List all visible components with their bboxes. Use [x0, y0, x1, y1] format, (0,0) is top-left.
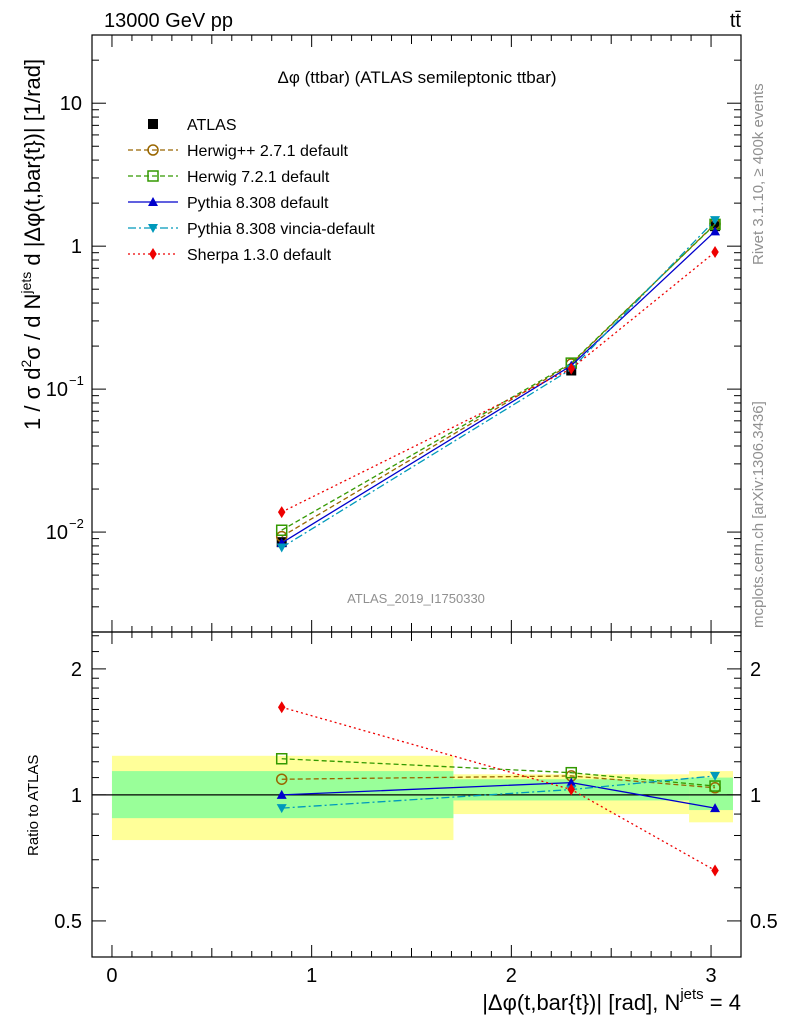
ratio-data-point — [276, 789, 287, 799]
ratio-data-point — [710, 803, 721, 813]
ratio-y-axis-title: Ratio to ATLAS — [25, 755, 42, 856]
legend-label: Pythia 8.308 default — [187, 195, 329, 212]
y-title-part-a: 1 / σ d — [20, 368, 45, 431]
data-point — [710, 216, 721, 226]
x-tick-label: 3 — [705, 965, 716, 987]
y-tick-label: 10 — [46, 522, 68, 544]
header-process-label: tt̄ — [730, 10, 742, 32]
data-point — [275, 524, 288, 536]
x-tick-label: 2 — [506, 965, 517, 987]
x-tick-label: 0 — [106, 965, 117, 987]
data-point — [277, 506, 286, 519]
legend-label: Herwig 7.2.1 default — [187, 169, 330, 186]
x-title-main: |Δφ(t,bar{t})| [rad], N — [482, 990, 680, 1015]
ratio-data-point — [275, 753, 288, 765]
ratio-y-tick-label-left: 0.5 — [54, 911, 82, 933]
x-axis-title: |Δφ(t,bar{t})| [rad], Njets = 4 — [482, 986, 741, 1015]
data-point — [276, 543, 287, 553]
ratio-y-tick-label-right: 0.5 — [750, 911, 778, 933]
y-title-part-b: σ / d N — [20, 294, 45, 360]
series-line — [281, 223, 716, 531]
chart-title: Δφ (ttbar) (ATLAS semileptonic ttbar) — [277, 68, 556, 87]
series-line — [281, 223, 716, 538]
x-title-sup: jets — [679, 986, 703, 1003]
legend-label: ATLAS — [187, 117, 237, 134]
data-point — [711, 246, 719, 259]
legend-marker — [148, 119, 158, 129]
ratio-data-point — [709, 780, 721, 792]
x-title-tail: = 4 — [704, 990, 741, 1015]
mcplots-reference-label: mcplots.cern.ch [arXiv:1306.3436] — [750, 401, 767, 628]
legend-marker — [147, 170, 159, 182]
data-point — [567, 362, 576, 375]
main-y-axis-title: 1 / σ d2σ / d Njets d |Δφ(t,bar{t})| [1/… — [18, 59, 45, 430]
y-tick-exponent: −2 — [69, 516, 84, 531]
data-point — [710, 226, 721, 236]
legend-marker — [148, 197, 158, 206]
ratio-series-line — [281, 758, 716, 787]
analysis-id-label: ATLAS_2019_I1750330 — [347, 591, 485, 606]
ratio-data-point — [567, 783, 576, 796]
ratio-data-point — [276, 804, 287, 814]
series-line — [281, 251, 716, 513]
ratio-data-point — [711, 864, 719, 877]
ratio-series-line — [281, 775, 716, 789]
y-title-sup-2: 2 — [18, 360, 34, 368]
legend-label: Herwig++ 2.7.1 default — [187, 143, 349, 160]
x-tick-label: 1 — [306, 965, 317, 987]
y-tick-label: 1 — [71, 236, 82, 258]
data-point — [710, 221, 721, 232]
ratio-panel — [92, 701, 741, 877]
ratio-y-tick-label-left: 2 — [71, 659, 82, 681]
legend-label: Pythia 8.308 vincia-default — [187, 221, 375, 238]
legend: ATLAS Herwig++ 2.7.1 default Herwig 7.2.1 … — [128, 117, 375, 264]
ratio-y-tick-label-left: 1 — [71, 785, 82, 807]
ratio-y-tick-label-right: 1 — [750, 785, 761, 807]
y-tick-label: 10 — [46, 379, 68, 401]
ratio-data-point — [277, 701, 286, 714]
y-tick-label: 10 — [60, 93, 82, 115]
header-energy-label: 13000 GeV pp — [104, 10, 233, 32]
main-panel — [275, 216, 721, 553]
y-title-part-c: d |Δφ(t,bar{t})| [1/rad] — [20, 59, 45, 272]
ratio-data-point — [566, 777, 577, 787]
legend-marker — [148, 224, 158, 233]
y-title-sup-jets: jets — [18, 272, 34, 295]
legend-label: Sherpa 1.3.0 default — [187, 247, 332, 264]
ratio-data-point — [710, 771, 721, 781]
y-tick-exponent: −1 — [69, 373, 84, 388]
legend-marker — [147, 144, 159, 156]
rivet-version-label: Rivet 3.1.10, ≥ 400k events — [750, 83, 767, 265]
ratio-y-tick-label-right: 2 — [750, 659, 761, 681]
legend-marker — [149, 248, 157, 260]
series-line — [281, 230, 716, 544]
ratio-data-point — [275, 773, 288, 785]
